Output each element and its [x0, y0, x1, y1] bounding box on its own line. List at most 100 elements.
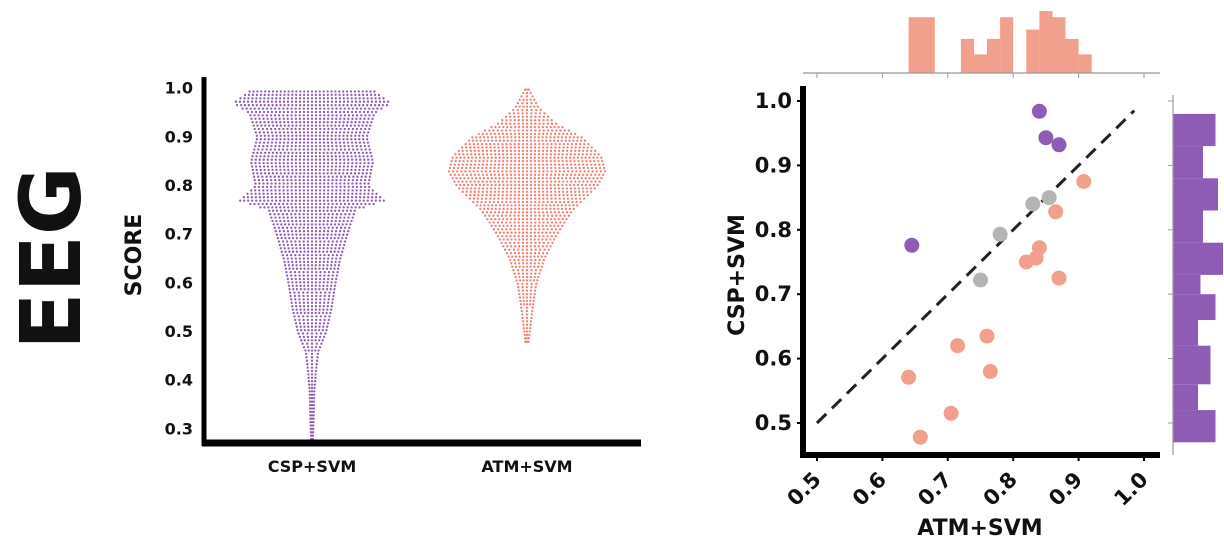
- swarm-point: [538, 166, 541, 170]
- swarm-point: [508, 241, 512, 245]
- swarm-point: [303, 267, 306, 270]
- swarm-point: [565, 163, 569, 166]
- swarm-point: [255, 93, 259, 97]
- swarm-point: [343, 216, 346, 219]
- swarm-point: [486, 183, 489, 187]
- swarm-point: [533, 252, 537, 255]
- swarm-point: [501, 187, 505, 190]
- swarm-point: [302, 161, 306, 165]
- atm-hist-bar: [974, 54, 988, 73]
- swarm-point: [476, 170, 479, 173]
- swarm-point: [335, 189, 338, 192]
- swarm-point: [275, 134, 278, 137]
- swarm-point: [594, 166, 598, 170]
- swarm-point: [534, 142, 537, 146]
- swarm-point: [339, 107, 342, 110]
- swarm-point: [302, 274, 305, 277]
- swarm-point: [530, 115, 533, 118]
- swarm-point: [314, 175, 318, 178]
- swarm-point: [290, 189, 293, 192]
- swarm-point: [298, 100, 302, 103]
- scatter-y-tick-label: 0.9: [755, 153, 792, 177]
- swarm-point: [598, 173, 601, 176]
- swarm-point: [525, 125, 529, 129]
- swarm-point: [326, 97, 330, 100]
- swarm-point: [258, 100, 262, 103]
- swarm-point: [489, 146, 492, 149]
- swarm-point: [530, 129, 533, 132]
- swarm-point: [310, 253, 314, 257]
- swarm-point: [294, 127, 297, 131]
- swarm-point: [538, 170, 541, 173]
- swarm-point: [338, 93, 341, 97]
- swarm-point: [283, 138, 286, 141]
- swarm-point: [283, 168, 286, 172]
- swarm-point: [501, 190, 505, 193]
- swarm-point: [355, 185, 359, 189]
- swarm-point: [582, 166, 585, 170]
- swarm-point: [367, 161, 370, 165]
- swarm-point: [505, 170, 508, 173]
- swarm-point: [348, 213, 351, 216]
- swarm-point: [258, 192, 261, 195]
- swarm-point: [351, 107, 354, 110]
- swarm-point: [310, 213, 314, 216]
- swarm-point: [278, 144, 281, 148]
- swarm-point: [261, 148, 264, 151]
- swarm-point: [525, 177, 529, 180]
- swarm-point: [302, 196, 306, 199]
- swarm-point: [469, 190, 472, 193]
- swarm-point: [553, 125, 556, 129]
- swarm-point: [310, 257, 314, 260]
- swarm-point: [342, 199, 346, 202]
- swarm-point: [331, 178, 334, 182]
- scatter-point-similar: [973, 272, 988, 288]
- swarm-point: [310, 178, 314, 182]
- swarm-point: [514, 231, 517, 234]
- swarm-point: [457, 149, 460, 153]
- swarm-point: [504, 241, 507, 245]
- swarm-point: [299, 233, 302, 236]
- swarm-point: [306, 100, 310, 103]
- swarm-point: [274, 131, 278, 134]
- swarm-point: [477, 180, 480, 183]
- swarm-point: [262, 158, 265, 161]
- swarm-point: [341, 250, 344, 253]
- swarm-point: [322, 233, 325, 236]
- swarm-point: [339, 216, 342, 219]
- atm-histogram: [908, 11, 1092, 74]
- swarm-point: [303, 233, 306, 236]
- swarm-point: [294, 182, 297, 185]
- swarm-point: [275, 206, 278, 209]
- swarm-point: [493, 170, 496, 173]
- swarm-point: [312, 397, 316, 400]
- swarm-point: [464, 170, 467, 173]
- swarm-point: [545, 187, 549, 190]
- swarm-point: [359, 185, 363, 189]
- swarm-point: [322, 110, 326, 114]
- swarm-point: [322, 104, 325, 107]
- swarm-point: [363, 107, 367, 110]
- swarm-point: [466, 153, 469, 156]
- swarm-point: [306, 274, 310, 277]
- swarm-point: [355, 178, 359, 182]
- swarm-point: [551, 241, 554, 245]
- swarm-point: [531, 95, 534, 98]
- swarm-point: [302, 305, 306, 308]
- swarm-point: [267, 168, 270, 172]
- swarm-point: [306, 270, 309, 274]
- swarm-point: [529, 177, 533, 180]
- swarm-point: [557, 224, 560, 228]
- swarm-point: [542, 166, 545, 170]
- swarm-point: [517, 245, 521, 248]
- swarm-point: [579, 170, 582, 173]
- swarm-point: [295, 168, 298, 172]
- swarm-point: [565, 149, 569, 153]
- csp-hist-bar: [1173, 384, 1198, 411]
- swarm-point: [273, 202, 277, 206]
- swarm-point: [312, 424, 315, 427]
- swarm-point: [533, 183, 537, 187]
- swarm-point: [271, 90, 275, 93]
- swarm-point: [488, 142, 492, 146]
- swarm-point: [481, 194, 484, 197]
